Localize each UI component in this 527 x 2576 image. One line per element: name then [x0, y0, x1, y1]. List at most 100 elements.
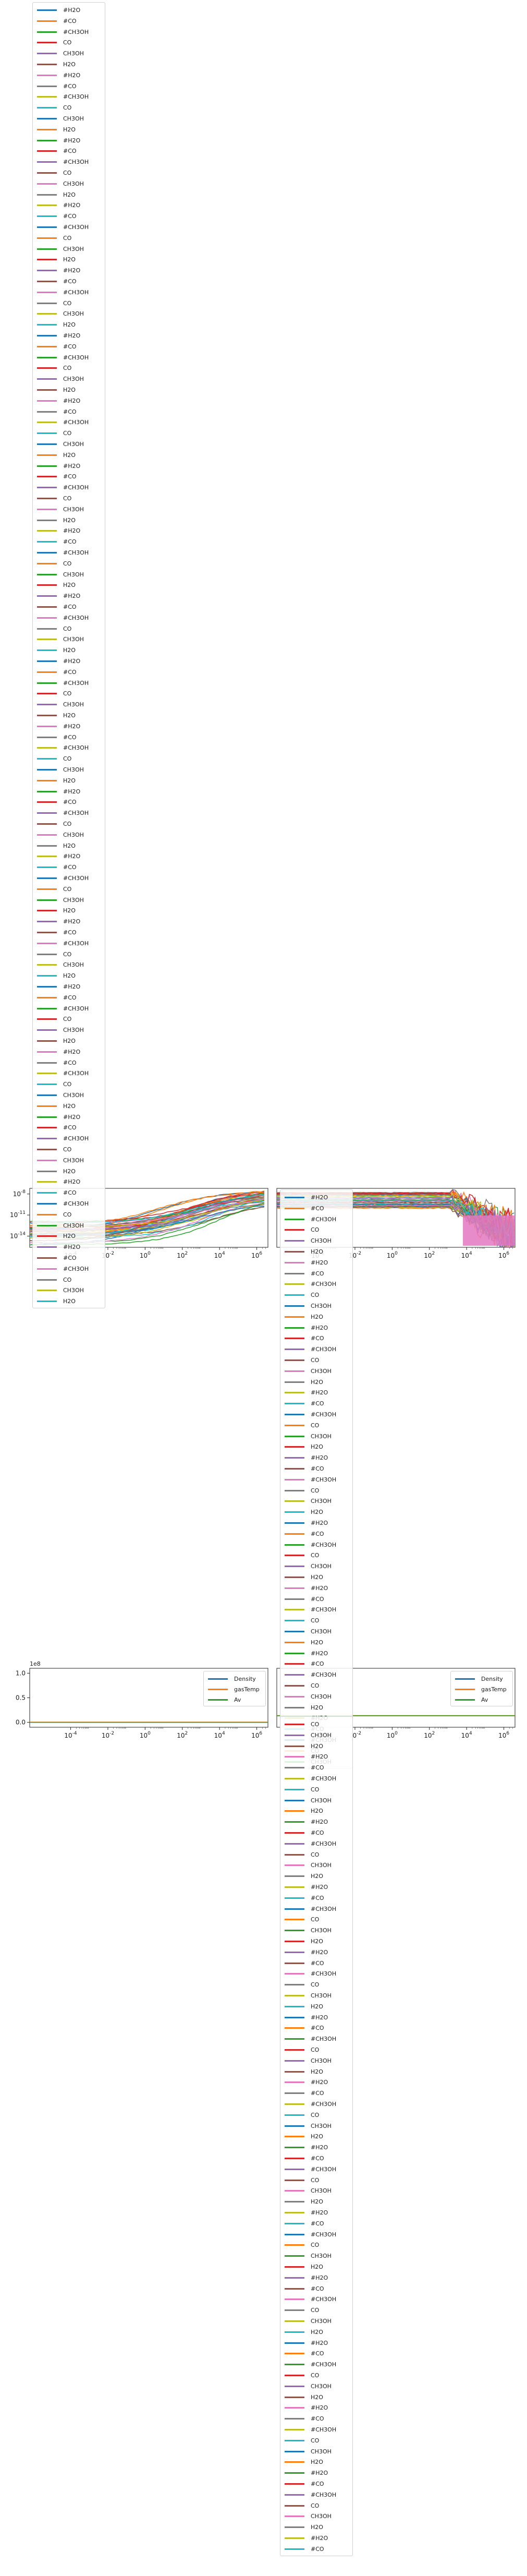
legend-entry: #CO	[280, 1658, 324, 1669]
legend-entry: CO	[280, 1290, 319, 1301]
legend-label: CH3OH	[311, 1498, 332, 1505]
legend-entry: #CO	[33, 1057, 77, 1068]
legend-swatch	[37, 411, 57, 413]
legend-entry: #H2O	[280, 1257, 328, 1268]
legend-swatch	[37, 85, 57, 87]
legend-swatch	[285, 1695, 304, 1698]
legend-swatch	[455, 1699, 475, 1701]
legend-label: #H2O	[311, 2209, 328, 2216]
legend-swatch	[285, 1984, 304, 1986]
legend-swatch	[285, 1908, 304, 1910]
legend-entry: #CO	[33, 927, 77, 938]
legend-entry: #CO	[33, 992, 77, 1003]
legend-label: #CO	[63, 408, 77, 415]
legend-label: #CH3OH	[311, 1346, 337, 1353]
legend-swatch	[37, 139, 57, 141]
legend-swatch	[37, 682, 57, 684]
legend-entry: CH3OH	[280, 2055, 332, 2066]
legend-swatch	[285, 2027, 304, 2029]
legend-label: CH3OH	[311, 2382, 332, 2390]
legend-entry: H2O	[33, 254, 76, 265]
legend-swatch	[37, 1051, 57, 1053]
legend-entry: H2O	[280, 1936, 323, 1947]
legend-swatch	[37, 150, 57, 152]
legend-swatch	[37, 856, 57, 858]
legend-entry: #CH3OH	[33, 482, 89, 493]
legend-swatch	[285, 1843, 304, 1845]
legend-swatch	[285, 1620, 304, 1622]
legend-label: H2O	[311, 2328, 323, 2336]
legend-entry: H2O	[280, 1637, 323, 1648]
legend-label: #H2O	[63, 7, 81, 14]
legend-entry: H2O	[33, 1231, 76, 1242]
legend-swatch	[285, 2309, 304, 2312]
y-tick-label: 0.5	[16, 1694, 26, 1702]
legend-label: CO	[63, 1211, 72, 1218]
legend-label: CH3OH	[311, 1731, 332, 1739]
legend-entry: CH3OH	[280, 1626, 332, 1637]
legend-label: CH3OH	[63, 571, 84, 578]
legend-swatch	[285, 1229, 304, 1231]
legend-label: CH3OH	[63, 441, 84, 448]
legend-label: #CH3OH	[63, 810, 89, 817]
legend-entry: H2O	[280, 2001, 323, 2012]
legend-label: #CO	[311, 2285, 324, 2292]
legend-label: #CO	[63, 82, 77, 90]
legend-label: #CO	[311, 1595, 324, 1603]
legend-swatch	[285, 2342, 304, 2344]
legend-label: H2O	[311, 2003, 323, 2010]
legend-label: #CH3OH	[311, 1970, 337, 1978]
legend-entry: CO	[33, 102, 71, 113]
legend-entry: #H2O	[280, 2338, 328, 2349]
legend-swatch	[285, 2071, 304, 2073]
legend-entry: CH3OH	[280, 1795, 332, 1806]
legend-entry: H2O	[33, 319, 76, 330]
legend-swatch	[37, 584, 57, 586]
legend-swatch	[37, 953, 57, 955]
legend-entry: #CH3OH	[33, 1198, 89, 1209]
legend-entry: #CO	[280, 1762, 324, 1773]
x-tick-label: 104	[214, 1731, 225, 1739]
legend-swatch	[285, 1706, 304, 1708]
legend-label: CO	[63, 560, 72, 567]
legend-label: CO	[311, 1916, 320, 1923]
legend-label: #CO	[311, 1205, 324, 1212]
legend-swatch	[285, 1381, 304, 1383]
legend-entry: gasTemp	[451, 1684, 507, 1695]
legend-entry: #CH3OH	[280, 2229, 336, 2240]
legend-swatch	[285, 1403, 304, 1405]
legend-swatch	[37, 389, 57, 391]
legend-label: CO	[311, 1786, 320, 1793]
legend-swatch	[285, 1446, 304, 1448]
legend-swatch	[37, 42, 57, 44]
legend-entry: #CO	[33, 81, 77, 92]
legend-label: H2O	[311, 2133, 323, 2140]
legend-label: CH3OH	[63, 1287, 84, 1294]
legend-entry: #H2O	[33, 200, 80, 211]
legend-label: #CO	[311, 2090, 324, 2097]
legend-label: CH3OH	[63, 831, 84, 838]
legend-label: CH3OH	[311, 2122, 332, 2129]
legend-label: CH3OH	[63, 1092, 84, 1099]
legend-label: H2O	[63, 451, 76, 459]
legend-entry: CH3OH	[280, 1730, 332, 1741]
legend-swatch	[285, 1555, 304, 1557]
legend-swatch	[285, 2548, 304, 2550]
legend-entry: #CH3OH	[280, 2033, 336, 2044]
legend-entry: H2O	[33, 1036, 76, 1046]
legend-swatch	[37, 1246, 57, 1248]
legend-entry: CH3OH	[33, 308, 84, 319]
legend-swatch	[285, 2494, 304, 2496]
legend-entry: #H2O	[280, 2272, 328, 2283]
legend-label: CH3OH	[63, 115, 84, 122]
x-tick-label: 106	[251, 1251, 262, 1259]
legend-entry: H2O	[33, 905, 76, 916]
legend-label: CH3OH	[311, 1628, 332, 1635]
legend-entry: #CH3OH	[280, 1773, 336, 1784]
legend-label: #CO	[63, 929, 77, 936]
legend-entry: CO	[33, 753, 71, 764]
legend-label: CO	[63, 690, 72, 697]
legend-entry: #CO	[280, 1528, 324, 1539]
legend-label: #CO	[63, 668, 77, 676]
legend-label: #CH3OH	[311, 2426, 337, 2433]
